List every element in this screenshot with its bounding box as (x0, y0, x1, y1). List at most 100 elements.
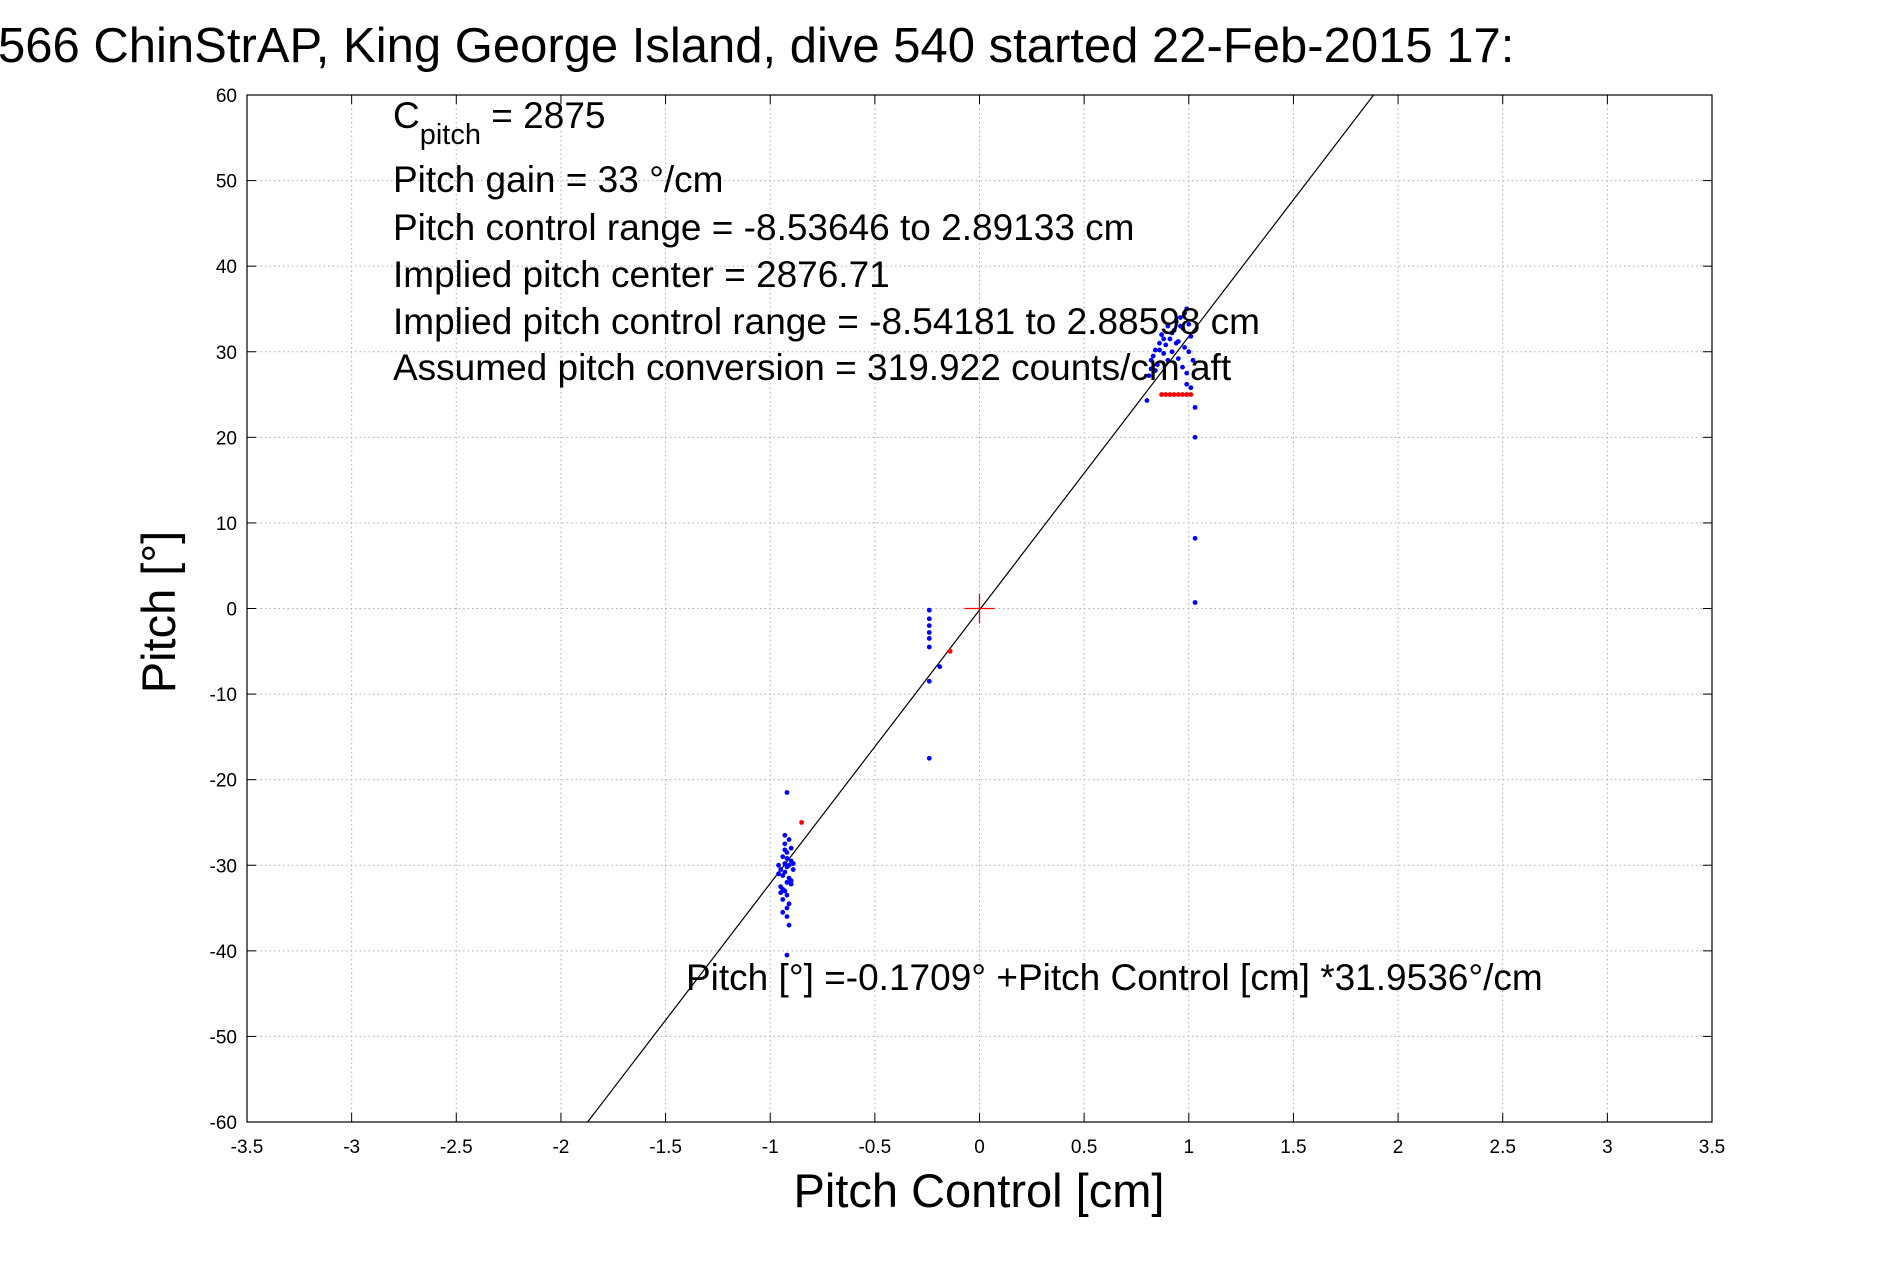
x-tick-label: 0.5 (1071, 1137, 1097, 1158)
x-tick-label: -3 (343, 1137, 360, 1158)
x-tick-label: 0 (974, 1137, 985, 1158)
red-data-point (1163, 392, 1169, 397)
x-tick-label: -1 (762, 1137, 779, 1158)
blue-data-point (784, 856, 790, 861)
c-pitch-annotation: Cpitch = 2875 (393, 95, 605, 151)
blue-data-point (1169, 349, 1175, 355)
blue-data-point (1157, 347, 1162, 353)
blue-data-point (926, 644, 932, 650)
x-axis-label: Pitch Control [cm] (794, 1164, 1165, 1217)
red-data-point (1188, 392, 1194, 397)
y-tick-label: -50 (210, 1027, 237, 1048)
blue-data-point (1192, 404, 1198, 410)
x-tick-label: -0.5 (858, 1137, 891, 1158)
y-tick-label: 30 (216, 343, 237, 364)
blue-data-point (788, 845, 794, 851)
x-tick-labels: -3.5 -3 -2.5 -2 -1.5 -1 -0.5 0 0.5 1 1.5 2 2.5 3 3.5 (231, 1137, 1726, 1158)
y-tick-label: 60 (216, 86, 237, 107)
blue-data-point (1152, 368, 1158, 373)
fit-equation-annotation: Pitch [°] =-0.1709° +Pitch Control [cm] … (686, 957, 1543, 998)
blue-data-point (1175, 356, 1181, 361)
y-tick-label: -10 (210, 685, 237, 706)
blue-data-point (788, 878, 794, 884)
blue-data-point (1178, 323, 1183, 329)
blue-data-point (926, 623, 932, 629)
x-tick-label: 1 (1183, 1137, 1194, 1158)
center-marker-group (964, 593, 995, 624)
red-data-point (799, 820, 805, 825)
blue-data-point (1182, 310, 1187, 316)
blue-data-point (780, 897, 786, 902)
blue-data-point (926, 678, 932, 684)
y-tick-label: 20 (216, 428, 237, 449)
blue-data-point (926, 616, 932, 622)
y-tick-label: 10 (216, 514, 237, 535)
blue-data-point (784, 905, 790, 911)
blue-data-point (1173, 319, 1179, 325)
plot-area (246, 94, 1713, 1123)
red-data-point (1159, 392, 1164, 397)
y-tick-label: -40 (210, 942, 237, 963)
x-tick-label: 2 (1393, 1137, 1404, 1158)
y-tick-label: -20 (210, 771, 237, 792)
blue-data-point (1188, 333, 1194, 339)
blue-data-point (1165, 323, 1171, 329)
blue-data-point (1169, 330, 1175, 336)
y-tick-label: -60 (210, 1113, 237, 1134)
blue-data-point (1163, 342, 1169, 348)
red-data-point (1175, 392, 1181, 397)
y-tick-label: -30 (210, 856, 237, 877)
x-tick-label: 3.5 (1699, 1137, 1725, 1158)
blue-data-point (776, 862, 781, 868)
blue-data-point (1154, 362, 1160, 367)
axis-ticks (246, 94, 1713, 1123)
blue-data-point (1192, 434, 1198, 440)
blue-data-point (1192, 535, 1198, 541)
blue-data-point (778, 890, 784, 896)
blue-data-point (776, 871, 781, 877)
blue-data-point (778, 867, 784, 872)
pitch-control-range-annotation: Pitch control range = -8.53646 to 2.8913… (393, 207, 1135, 248)
blue-data-point (1186, 321, 1192, 327)
annotation-block: Cpitch = 2875 Pitch gain = 33 °/cm Pitch… (393, 95, 1543, 998)
x-tick-label: -1.5 (649, 1137, 682, 1158)
x-tick-label: -3.5 (231, 1137, 264, 1158)
blue-data-point (1173, 340, 1179, 346)
blue-data-point (780, 909, 786, 915)
blue-data-point (1184, 306, 1190, 312)
x-tick-label: -2.5 (440, 1137, 473, 1158)
x-tick-label: 1.5 (1280, 1137, 1306, 1158)
x-tick-label: 3 (1602, 1137, 1613, 1158)
y-axis-label: Pitch [°] (132, 531, 185, 693)
blue-data-point (1186, 349, 1192, 355)
blue-data-point (786, 922, 792, 928)
blue-data-point (1157, 340, 1162, 346)
blue-data-point (926, 630, 932, 635)
blue-data-point (780, 854, 786, 860)
y-tick-label: 40 (216, 257, 237, 278)
x-tick-label: 2.5 (1490, 1137, 1516, 1158)
blue-data-point (926, 636, 932, 641)
blue-data-point (1148, 357, 1154, 363)
blue-data-point (784, 864, 790, 870)
red-data-point (1184, 392, 1190, 397)
blue-data-point (1148, 366, 1154, 372)
blue-data-point (782, 841, 788, 847)
blue-data-point (926, 607, 932, 613)
blue-data-point (782, 847, 788, 853)
blue-data-point (1161, 336, 1167, 342)
blue-data-point (1165, 357, 1171, 363)
blue-data-point (1180, 364, 1185, 370)
chart-title: 566 ChinStrAP, King George Island, dive … (0, 19, 1514, 73)
blue-data-point (782, 832, 788, 838)
implied-pitch-center-annotation: Implied pitch center = 2876.71 (393, 254, 890, 295)
implied-pitch-control-range-annotation: Implied pitch control range = -8.54181 t… (393, 301, 1260, 342)
data-points (776, 306, 1198, 958)
blue-data-point (1184, 370, 1190, 376)
blue-data-point (786, 837, 792, 842)
blue-data-point (1152, 347, 1158, 353)
red-data-point (947, 648, 953, 654)
blue-data-point (1167, 336, 1173, 342)
